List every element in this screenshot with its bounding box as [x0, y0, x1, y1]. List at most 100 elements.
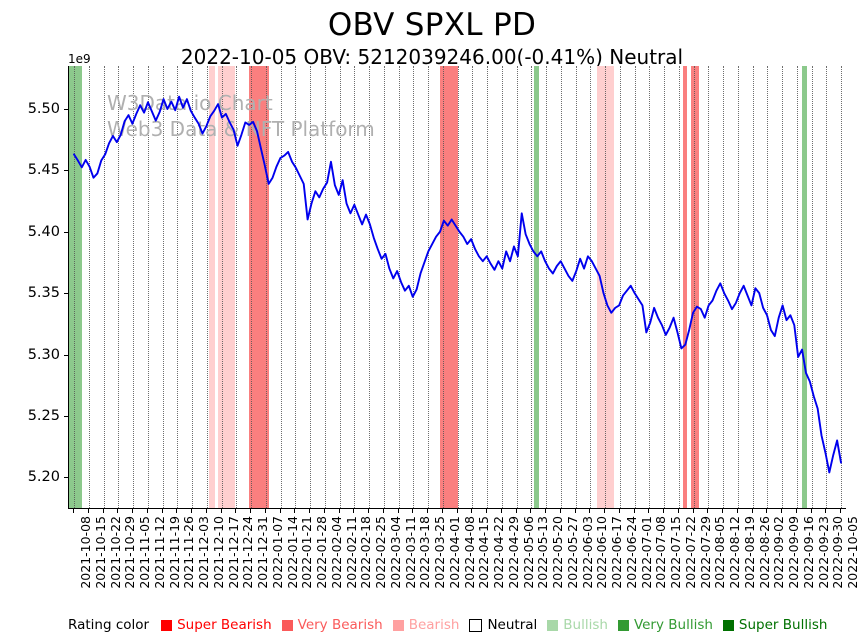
y-tick-label: 5.25 [27, 407, 60, 424]
x-tick-label: 2021-10-22 [107, 516, 123, 589]
legend-swatch-icon [161, 619, 173, 631]
legend-entry[interactable]: Very Bearish [281, 617, 383, 633]
x-tick-mark [441, 508, 443, 513]
legend: Rating color Super Bearish Very Bearish Be… [68, 614, 837, 636]
x-tick-mark [574, 508, 576, 513]
legend-swatch-icon [617, 619, 629, 631]
legend-entry[interactable]: Bearish [392, 617, 459, 633]
x-tick-mark [751, 508, 753, 513]
x-tick-mark [633, 508, 635, 513]
x-tick-mark [294, 508, 296, 513]
y-axis-multiplier: 1e9 [68, 52, 91, 66]
gridline [693, 66, 695, 508]
x-tick-mark [559, 508, 561, 513]
gridline [369, 66, 370, 508]
legend-entry[interactable]: Very Bullish [617, 617, 713, 633]
gridline [147, 66, 149, 508]
x-tick-mark [220, 508, 222, 513]
x-tick-mark [309, 508, 310, 513]
gridline [531, 66, 533, 508]
gridline [634, 66, 636, 508]
legend-entry[interactable]: Bullish [547, 617, 608, 633]
x-tick-label: 2022-08-05 [712, 516, 728, 589]
gridline [118, 66, 120, 508]
x-tick-label: 2022-06-10 [594, 516, 610, 589]
legend-label: Very Bullish [633, 617, 713, 633]
x-tick-mark [795, 508, 797, 513]
legend-swatch-icon [547, 619, 559, 631]
x-tick-mark [736, 508, 738, 513]
x-tick-label: 2022-09-23 [815, 516, 831, 589]
gridline [88, 66, 90, 508]
rating-band [439, 66, 459, 508]
rating-band [249, 66, 270, 508]
gridline [826, 66, 828, 508]
x-tick-label: 2022-05-13 [535, 516, 551, 589]
rating-band [682, 66, 687, 508]
y-tick-mark [63, 477, 68, 479]
y-tick-label: 5.35 [27, 285, 60, 302]
x-tick-label: 2021-12-03 [196, 516, 211, 589]
x-tick-label: 2022-04-22 [491, 516, 506, 589]
x-tick-mark [427, 508, 428, 513]
x-tick-mark [722, 508, 723, 513]
x-tick-label: 2022-04-08 [461, 516, 477, 589]
legend-label: Bullish [563, 617, 608, 633]
gridline [192, 66, 193, 508]
gridline [206, 66, 208, 508]
x-tick-mark [456, 508, 458, 513]
x-tick-mark [663, 508, 664, 513]
gridline [295, 66, 297, 508]
rating-band [533, 66, 540, 508]
gridline [457, 66, 459, 508]
legend-swatch-icon [392, 619, 404, 631]
x-tick-label: 2022-09-16 [800, 516, 816, 589]
legend-label: Super Bearish [177, 617, 272, 633]
gridline [649, 66, 651, 508]
gridline [841, 66, 842, 508]
gridline [723, 66, 724, 508]
x-tick-mark [235, 508, 237, 513]
x-tick-mark [161, 508, 163, 513]
x-tick-label: 2022-04-29 [505, 516, 521, 589]
x-tick-label: 2022-10-05 [845, 516, 860, 589]
x-tick-label: 2022-03-25 [432, 516, 447, 589]
x-tick-mark [515, 508, 517, 513]
gridline [767, 66, 769, 508]
x-tick-mark [618, 508, 620, 513]
x-tick-label: 2022-04-01 [446, 516, 462, 589]
gridline [516, 66, 518, 508]
legend-entry[interactable]: Neutral [469, 617, 537, 633]
x-tick-label: 2022-04-15 [476, 516, 492, 589]
x-tick-label: 2022-06-17 [609, 516, 624, 589]
x-tick-label: 2022-07-29 [697, 516, 713, 589]
x-tick-mark [264, 508, 266, 513]
x-tick-mark [692, 508, 694, 513]
plot-area: W3Data.io Chart Web3 Data & NFT Platform [68, 66, 846, 509]
gridline [310, 66, 311, 508]
gridline [324, 66, 326, 508]
x-tick-label: 2021-11-19 [166, 516, 182, 589]
x-tick-label: 2022-02-11 [343, 516, 359, 589]
legend-entry[interactable]: Super Bullish [722, 617, 827, 633]
x-tick-label: 2021-10-15 [92, 516, 108, 589]
x-tick-mark [87, 508, 89, 513]
legend-entry[interactable]: Super Bearish [161, 617, 272, 633]
x-tick-mark [604, 508, 605, 513]
y-tick-label: 5.20 [27, 469, 60, 486]
gridline [280, 66, 282, 508]
x-tick-mark [132, 508, 133, 513]
gridline [251, 66, 252, 508]
x-tick-label: 2022-09-02 [771, 516, 787, 589]
x-tick-label: 2022-03-18 [417, 516, 433, 589]
x-tick-mark [677, 508, 679, 513]
legend-swatch-icon [281, 619, 293, 631]
gridline [796, 66, 798, 508]
legend-label: Very Bearish [297, 617, 383, 633]
x-tick-mark [205, 508, 207, 513]
legend-swatch-icon [469, 618, 483, 632]
x-tick-mark [323, 508, 325, 513]
